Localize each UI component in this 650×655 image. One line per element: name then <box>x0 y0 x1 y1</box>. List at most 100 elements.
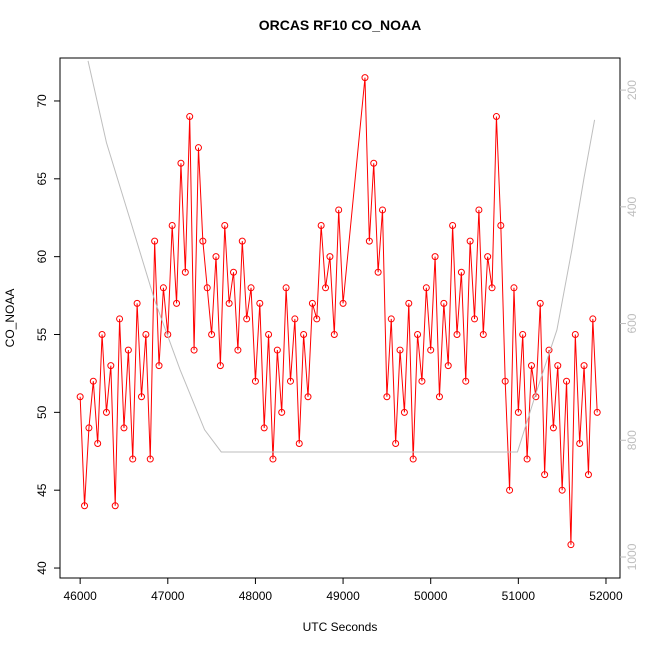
data-point <box>527 362 535 370</box>
data-point <box>186 113 194 121</box>
x-tick-label: 46000 <box>63 589 97 603</box>
data-point <box>199 237 207 245</box>
data-point <box>278 408 286 416</box>
series-line <box>87 60 596 453</box>
data-point <box>453 331 461 339</box>
data-point <box>98 331 106 339</box>
data-point <box>317 222 325 230</box>
data-point <box>418 377 426 385</box>
x-tick-label: 47000 <box>151 589 185 603</box>
data-point <box>335 206 343 214</box>
y-tick-label: 55 <box>35 328 49 342</box>
data-point <box>146 455 154 463</box>
data-point <box>89 377 97 385</box>
y-tick-label: 65 <box>35 172 49 186</box>
data-point <box>492 113 500 121</box>
y2-tick-label: 400 <box>625 196 639 216</box>
data-point <box>519 331 527 339</box>
series-line <box>79 77 598 545</box>
data-point <box>379 206 387 214</box>
plot-box <box>59 57 621 579</box>
data-point <box>212 253 220 261</box>
data-point <box>479 331 487 339</box>
data-point <box>221 222 229 230</box>
data-point <box>260 424 268 432</box>
x-tick-label: 50000 <box>414 589 448 603</box>
data-point <box>168 222 176 230</box>
data-point <box>523 455 531 463</box>
data-point <box>273 346 281 354</box>
data-point <box>370 159 378 167</box>
data-point <box>177 159 185 167</box>
data-point <box>558 486 566 494</box>
data-point <box>580 362 588 370</box>
data-point <box>234 346 242 354</box>
data-point <box>269 455 277 463</box>
y2-tick-label: 200 <box>625 80 639 100</box>
data-point <box>440 299 448 307</box>
data-point <box>506 486 514 494</box>
data-point <box>133 299 141 307</box>
data-point <box>190 346 198 354</box>
data-point <box>571 331 579 339</box>
data-point <box>238 237 246 245</box>
data-point <box>414 331 422 339</box>
data-point <box>94 439 102 447</box>
data-point <box>308 299 316 307</box>
data-point <box>155 362 163 370</box>
y-axis-title: CO_NOAA <box>3 289 17 348</box>
data-point <box>593 408 601 416</box>
data-point <box>554 362 562 370</box>
data-point <box>449 222 457 230</box>
data-point <box>313 315 321 323</box>
y2-tick-label: 600 <box>625 313 639 333</box>
data-point <box>247 284 255 292</box>
x-tick-label: 49000 <box>326 589 360 603</box>
data-point <box>563 377 571 385</box>
data-point <box>243 315 251 323</box>
data-point <box>549 424 557 432</box>
data-point <box>497 222 505 230</box>
data-point <box>330 331 338 339</box>
data-point <box>387 315 395 323</box>
data-point <box>427 346 435 354</box>
data-point <box>510 284 518 292</box>
data-point <box>444 362 452 370</box>
data-point <box>116 315 124 323</box>
data-point <box>129 455 137 463</box>
data-point <box>541 471 549 479</box>
data-point <box>484 253 492 261</box>
data-point <box>124 346 132 354</box>
data-point <box>405 299 413 307</box>
data-point <box>589 315 597 323</box>
data-point <box>361 74 369 82</box>
data-point <box>400 408 408 416</box>
data-point <box>85 424 93 432</box>
data-point <box>194 144 202 152</box>
data-point <box>256 299 264 307</box>
data-point <box>251 377 259 385</box>
data-point <box>295 439 303 447</box>
data-point <box>576 439 584 447</box>
data-point <box>230 268 238 276</box>
data-point <box>138 393 146 401</box>
data-point <box>431 253 439 261</box>
y2-tick-label: 800 <box>625 430 639 450</box>
data-point <box>286 377 294 385</box>
data-point <box>488 284 496 292</box>
data-point <box>111 502 119 510</box>
data-point <box>203 284 211 292</box>
chart-title: ORCAS RF10 CO_NOAA <box>259 17 422 33</box>
data-point <box>326 253 334 261</box>
data-point <box>300 331 308 339</box>
x-tick-label: 52000 <box>589 589 623 603</box>
data-point <box>365 237 373 245</box>
data-point <box>291 315 299 323</box>
data-point <box>208 331 216 339</box>
x-tick-label: 48000 <box>239 589 273 603</box>
data-point <box>76 393 84 401</box>
data-point <box>457 268 465 276</box>
data-point <box>471 315 479 323</box>
data-point <box>339 299 347 307</box>
